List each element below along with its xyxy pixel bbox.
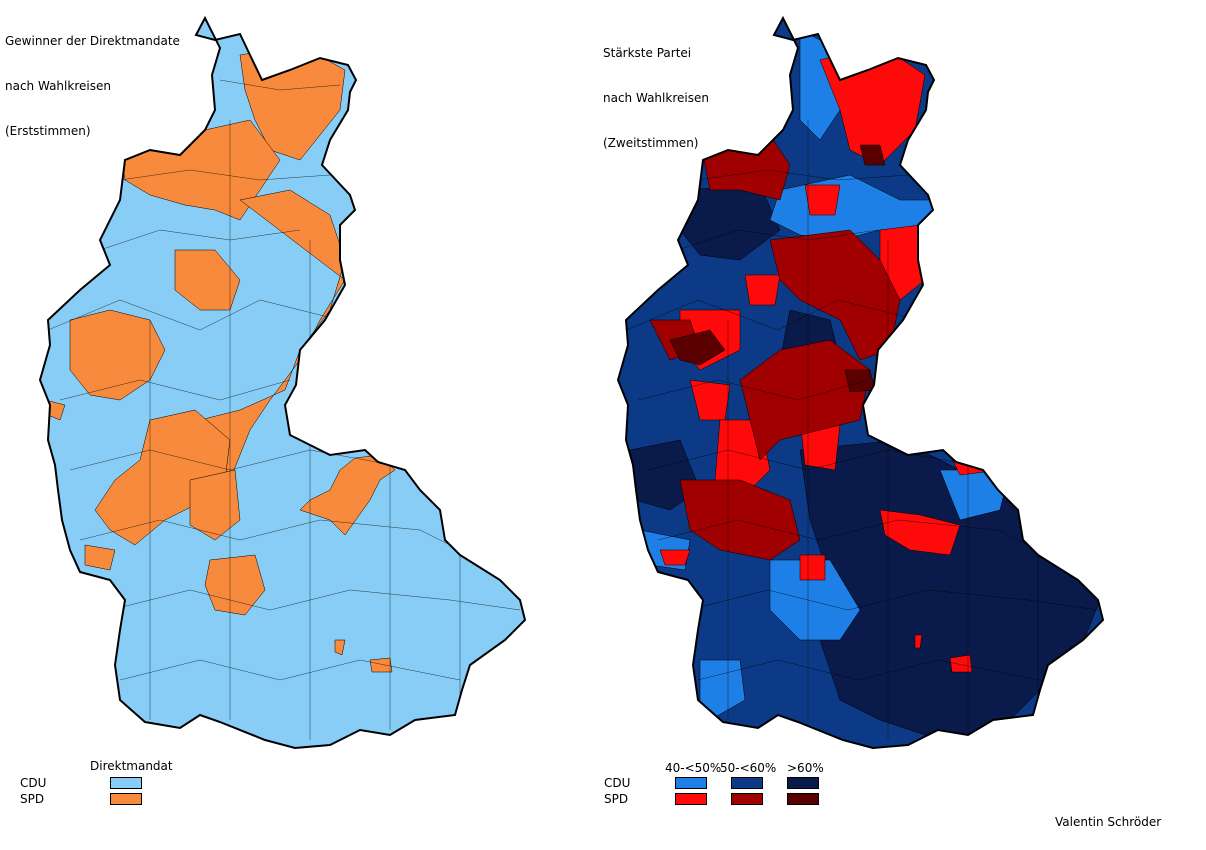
right-legend-spd-40-50-swatch [675, 793, 707, 805]
right-legend-spd-60-swatch [787, 793, 819, 805]
left-title-line-1: Gewinner der Direktmandate [5, 34, 180, 48]
right-legend-cdu-60-swatch [787, 777, 819, 789]
right-legend-cdu-label: CDU [604, 776, 631, 790]
left-map-title: Gewinner der Direktmandate nach Wahlkrei… [5, 4, 180, 154]
right-legend-spd-label: SPD [604, 792, 629, 806]
right-title-line-2: nach Wahlkreisen [603, 91, 709, 105]
left-legend-header: Direktmandat [90, 759, 173, 773]
right-legend-cdu-50-60-swatch [731, 777, 763, 789]
right-legend-header-50-60: 50-<60% [720, 761, 777, 775]
right-title-line-1: Stärkste Partei [603, 46, 692, 60]
left-legend-spd-label: SPD [20, 792, 45, 806]
right-legend-header-40-50: 40-<50% [665, 761, 722, 775]
right-legend-cdu-40-50-swatch [675, 777, 707, 789]
left-legend-spd-swatch [110, 793, 142, 805]
left-title-line-2: nach Wahlkreisen [5, 79, 111, 93]
left-title-line-3: (Erststimmen) [5, 124, 91, 138]
right-legend-header-60: >60% [787, 761, 824, 775]
right-map-title: Stärkste Partei nach Wahlkreisen (Zweits… [603, 16, 709, 166]
author-credit: Valentin Schröder [1055, 815, 1162, 829]
right-legend-spd-50-60-swatch [731, 793, 763, 805]
left-legend-cdu-label: CDU [20, 776, 47, 790]
right-title-line-3: (Zweitstimmen) [603, 136, 699, 150]
left-legend-cdu-swatch [110, 777, 142, 789]
